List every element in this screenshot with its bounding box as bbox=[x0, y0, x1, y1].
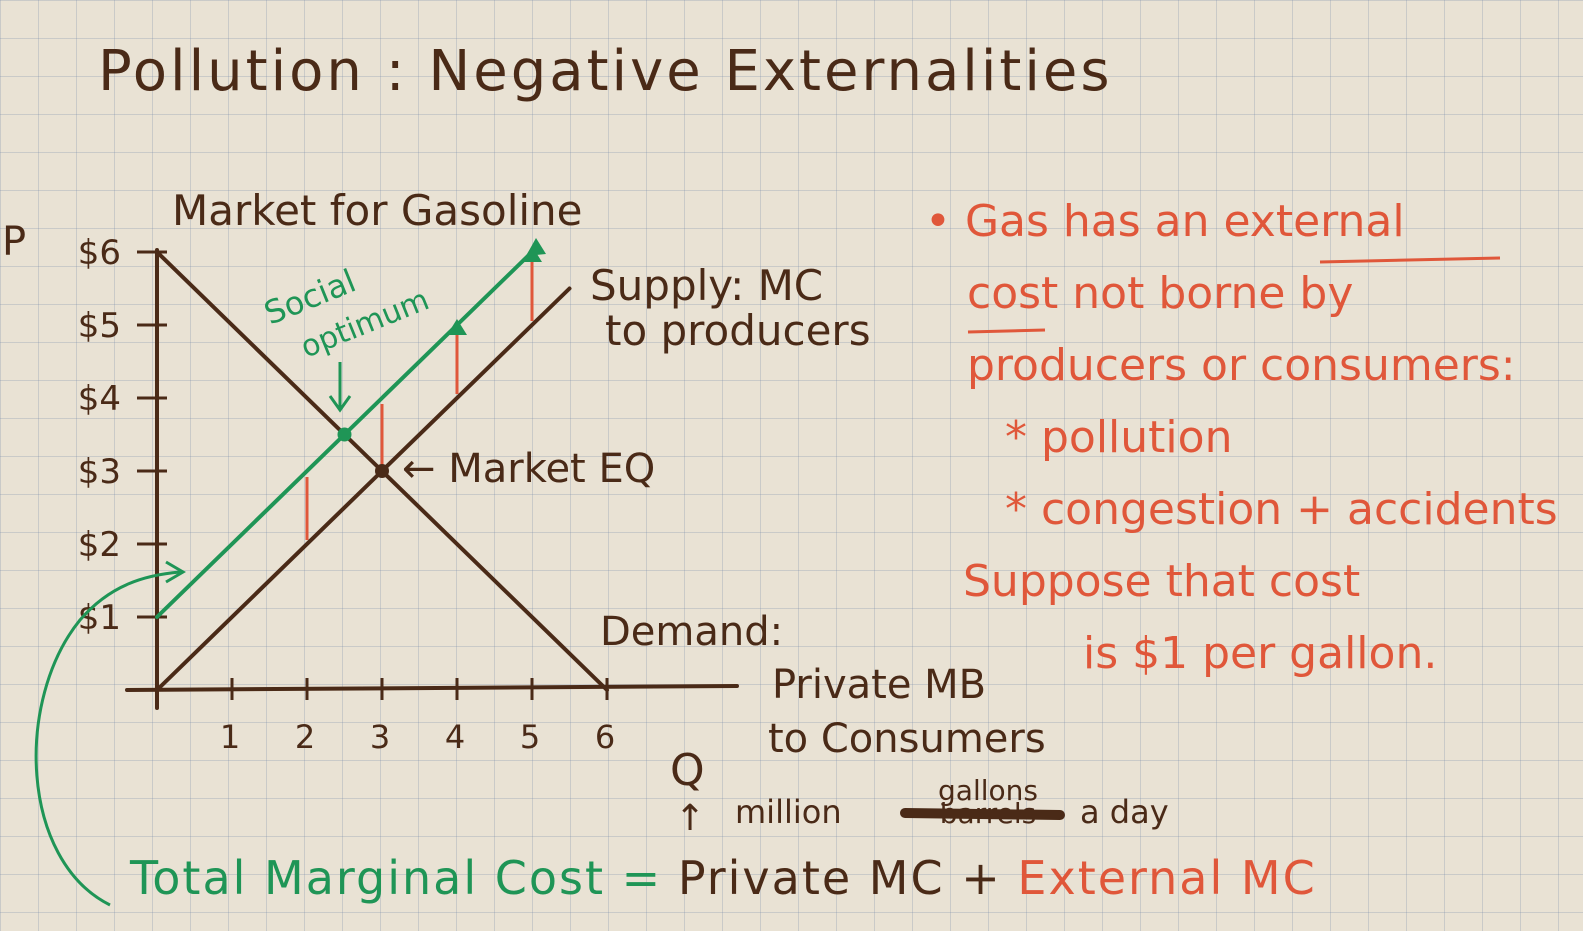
axes: 1 2 3 4 5 6 $1 $2 $3 $4 $5 $6 bbox=[78, 233, 739, 756]
x-tick-label: 5 bbox=[520, 718, 540, 756]
x-tick-label: 1 bbox=[220, 718, 240, 756]
point-social-optimum bbox=[337, 427, 352, 442]
x-unit-a-day: a day bbox=[1080, 793, 1169, 831]
y-tick-label: $4 bbox=[78, 379, 121, 419]
y-tick-label: $1 bbox=[78, 598, 121, 638]
points bbox=[337, 238, 546, 478]
x-unit-arrow: ↑ bbox=[675, 798, 705, 839]
note-line: is $1 per gallon. bbox=[1083, 628, 1438, 679]
x-unit-million: million bbox=[735, 793, 842, 831]
connector-arrowhead bbox=[165, 560, 186, 584]
note-line: • Gas has an external bbox=[925, 196, 1405, 247]
demand-label: to Consumers bbox=[768, 716, 1046, 762]
demand-label: Demand: bbox=[600, 609, 783, 655]
y-tick-label: $2 bbox=[78, 525, 121, 565]
total-mc-connector-arrow bbox=[34, 570, 181, 907]
supply-label: Supply: MC bbox=[590, 261, 823, 310]
market-eq-label: ← Market EQ bbox=[402, 446, 655, 492]
x-tick-label: 4 bbox=[445, 718, 465, 756]
x-tick-label: 2 bbox=[295, 718, 315, 756]
strike-out bbox=[900, 808, 1065, 820]
formula-total-mc: Total Marginal Cost = bbox=[130, 851, 663, 905]
x-tick-label: 6 bbox=[595, 718, 615, 756]
x-axis-label: Q bbox=[670, 745, 705, 796]
total-mc-arrowhead bbox=[526, 238, 546, 256]
formula-external-mc: External MC bbox=[1017, 851, 1317, 905]
x-tick-label: 3 bbox=[370, 718, 390, 756]
y-tick-label: $5 bbox=[78, 306, 121, 346]
x-axis bbox=[125, 684, 739, 692]
note-line: Suppose that cost bbox=[963, 556, 1361, 607]
formula: Total Marginal Cost = Private MC + Exter… bbox=[130, 855, 1317, 901]
x-unit-gallons: gallons bbox=[938, 774, 1038, 807]
note-line: cost not borne by bbox=[967, 268, 1354, 319]
demand-label: Private MB bbox=[772, 662, 986, 708]
external-cost-gaps bbox=[305, 258, 534, 540]
point-market-eq bbox=[375, 464, 389, 478]
note-line: * pollution bbox=[1005, 412, 1233, 463]
page-title: Pollution : Negative Externalities bbox=[98, 39, 1113, 104]
series-line-2 bbox=[155, 286, 572, 692]
social-optimum-arrow bbox=[328, 362, 352, 413]
note-line: * congestion + accidents bbox=[1005, 484, 1558, 535]
y-tick-label: $3 bbox=[78, 452, 121, 492]
y-tick-label: $6 bbox=[78, 233, 121, 273]
supply-label: to producers bbox=[605, 306, 871, 355]
formula-private-mc: Private MC + bbox=[677, 851, 1002, 905]
chart-title: Market for Gasoline bbox=[172, 186, 582, 235]
note-underline bbox=[967, 328, 1046, 334]
note-underline bbox=[1319, 256, 1501, 264]
note-line: producers or consumers: bbox=[967, 340, 1516, 391]
total-mc-arrowhead bbox=[447, 319, 467, 335]
y-axis-label: P bbox=[2, 219, 26, 265]
